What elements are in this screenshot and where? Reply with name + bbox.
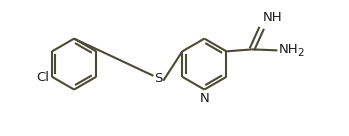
Text: S: S bbox=[154, 72, 163, 85]
Text: 2: 2 bbox=[297, 48, 304, 58]
Text: Cl: Cl bbox=[36, 71, 49, 84]
Text: NH: NH bbox=[279, 43, 298, 56]
Text: N: N bbox=[200, 92, 209, 104]
Text: NH: NH bbox=[263, 11, 282, 24]
